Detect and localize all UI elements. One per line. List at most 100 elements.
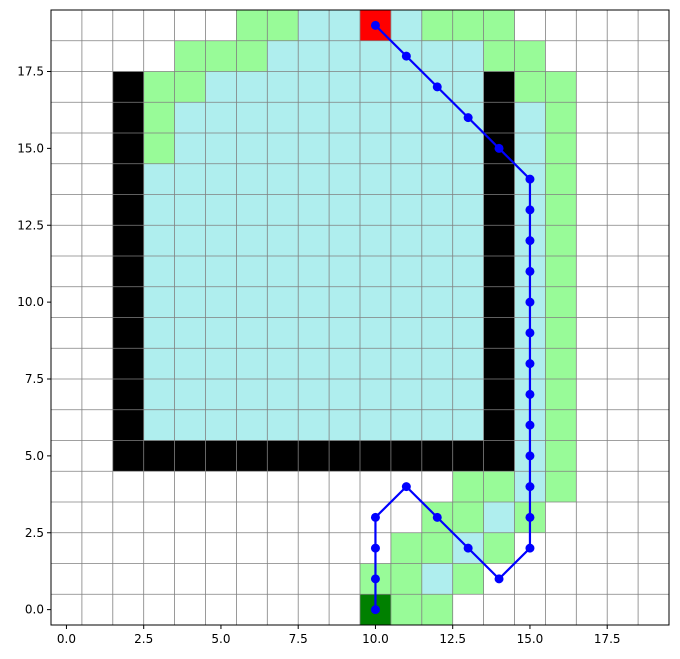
frontier-cell bbox=[421, 594, 453, 625]
wall-cell bbox=[421, 440, 453, 472]
explored-cell bbox=[390, 317, 422, 349]
explored-cell bbox=[360, 286, 391, 318]
frontier-cell bbox=[545, 348, 577, 379]
path-layer bbox=[370, 20, 535, 615]
explored-cell bbox=[452, 379, 484, 410]
explored-cell bbox=[236, 133, 268, 164]
wall-cell bbox=[143, 440, 175, 472]
path-point bbox=[370, 20, 380, 30]
explored-cell bbox=[143, 317, 175, 349]
path-point bbox=[525, 328, 535, 338]
frontier-cell bbox=[205, 40, 237, 72]
frontier-cell bbox=[483, 532, 515, 564]
explored-cell bbox=[329, 225, 360, 256]
explored-cell bbox=[298, 163, 330, 195]
explored-cell bbox=[298, 225, 330, 256]
frontier-cell bbox=[452, 10, 484, 41]
wall-cell bbox=[112, 256, 144, 287]
explored-cell bbox=[329, 286, 360, 318]
explored-cell bbox=[298, 317, 330, 349]
wall-cell bbox=[390, 440, 422, 472]
plot-frame bbox=[50, 9, 670, 626]
x-tick-label: 17.5 bbox=[594, 632, 621, 646]
explored-cell bbox=[174, 133, 206, 164]
y-tick-label: 5.0 bbox=[25, 449, 44, 463]
frontier-cell bbox=[545, 409, 577, 441]
path-point bbox=[370, 512, 380, 522]
explored-cell bbox=[236, 225, 268, 256]
explored-cell bbox=[236, 317, 268, 349]
explored-cell bbox=[390, 163, 422, 195]
path-point bbox=[432, 512, 442, 522]
explored-cell bbox=[267, 71, 299, 103]
explored-cell bbox=[267, 163, 299, 195]
explored-cell bbox=[390, 225, 422, 256]
wall-cell bbox=[298, 440, 330, 472]
wall-cell bbox=[483, 409, 515, 441]
frontier-cell bbox=[421, 532, 453, 564]
explored-cell bbox=[267, 194, 299, 226]
y-tick-label: 0.0 bbox=[25, 603, 44, 617]
explored-cell bbox=[267, 225, 299, 256]
explored-cell bbox=[205, 348, 237, 379]
y-tick-label: 15.0 bbox=[17, 141, 44, 155]
explored-cell bbox=[390, 409, 422, 441]
path-point bbox=[494, 143, 504, 153]
explored-cell bbox=[329, 194, 360, 226]
wall-cell bbox=[483, 225, 515, 256]
wall-cell bbox=[112, 133, 144, 164]
explored-cell bbox=[421, 409, 453, 441]
wall-cell bbox=[452, 440, 484, 472]
path-point bbox=[401, 51, 411, 61]
explored-cell bbox=[174, 102, 206, 133]
explored-cell bbox=[205, 194, 237, 226]
path-point bbox=[525, 205, 535, 215]
frontier-cell bbox=[236, 10, 268, 41]
wall-cell bbox=[483, 256, 515, 287]
explored-cell bbox=[298, 133, 330, 164]
path-point bbox=[525, 266, 535, 276]
explored-cell bbox=[174, 409, 206, 441]
wall-cell bbox=[483, 194, 515, 226]
path-point bbox=[370, 543, 380, 553]
explored-cell bbox=[174, 317, 206, 349]
explored-cell bbox=[360, 163, 391, 195]
wall-cell bbox=[329, 440, 360, 472]
explored-cell bbox=[421, 563, 453, 595]
grid-cells bbox=[112, 10, 577, 625]
explored-cell bbox=[452, 348, 484, 379]
explored-cell bbox=[421, 286, 453, 318]
explored-cell bbox=[236, 256, 268, 287]
explored-cell bbox=[267, 133, 299, 164]
path-line bbox=[374, 24, 532, 610]
explored-cell bbox=[267, 379, 299, 410]
explored-cell bbox=[236, 379, 268, 410]
explored-cell bbox=[298, 40, 330, 72]
explored-cell bbox=[452, 71, 484, 103]
frontier-cell bbox=[143, 102, 175, 133]
explored-cell bbox=[390, 348, 422, 379]
explored-cell bbox=[421, 225, 453, 256]
explored-cell bbox=[205, 71, 237, 103]
explored-cell bbox=[267, 317, 299, 349]
explored-cell bbox=[298, 71, 330, 103]
y-tick-label: 10.0 bbox=[17, 295, 44, 309]
wall-cell bbox=[112, 317, 144, 349]
y-tick-label: 2.5 bbox=[25, 526, 44, 540]
explored-cell bbox=[236, 194, 268, 226]
frontier-cell bbox=[267, 10, 299, 41]
explored-cell bbox=[452, 133, 484, 164]
explored-cell bbox=[329, 163, 360, 195]
frontier-cell bbox=[143, 71, 175, 103]
explored-cell bbox=[205, 102, 237, 133]
explored-cell bbox=[174, 225, 206, 256]
explored-cell bbox=[143, 409, 175, 441]
explored-cell bbox=[360, 133, 391, 164]
wall-cell bbox=[360, 440, 391, 472]
wall-cell bbox=[267, 440, 299, 472]
wall-cell bbox=[112, 71, 144, 103]
frontier-cell bbox=[545, 71, 577, 103]
frontier-cell bbox=[545, 440, 577, 472]
explored-cell bbox=[329, 317, 360, 349]
explored-cell bbox=[360, 225, 391, 256]
